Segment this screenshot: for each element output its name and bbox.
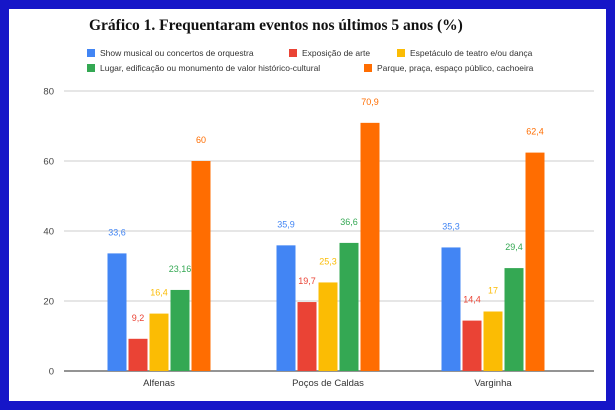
bar <box>276 245 296 371</box>
legend-swatch <box>364 64 372 72</box>
data-labels: 33,6 9,2 16,4 23,16 60 35,9 19,725,3 36,6 70,9 35… <box>108 97 544 323</box>
y-tick-label: 0 <box>49 367 54 378</box>
x-tick-label: Poços de Caldas <box>292 378 364 389</box>
data-label: 16,4 <box>150 288 168 298</box>
bar-chart: Show musical ou concertos de orquestra Ex… <box>43 48 594 390</box>
y-tick-label: 80 <box>43 87 54 98</box>
bar <box>128 338 148 371</box>
legend-swatch <box>87 49 95 57</box>
bar <box>107 253 127 371</box>
data-label: 60 <box>196 135 206 145</box>
data-label: 19,7 <box>298 276 316 286</box>
bar <box>483 311 503 371</box>
legend-label: Parque, praça, espaço público, cachoeira <box>377 63 534 73</box>
bar <box>170 289 190 371</box>
chart-title: Gráfico 1. Frequentaram eventos nos últi… <box>89 17 463 34</box>
bar <box>339 242 359 371</box>
legend-label: Show musical ou concertos de orquestra <box>100 48 254 58</box>
bar <box>525 152 545 371</box>
legend-swatch <box>289 49 297 57</box>
y-tick-label: 60 <box>43 157 54 168</box>
legend-swatch <box>87 64 95 72</box>
bar <box>191 161 211 371</box>
bar <box>318 282 338 371</box>
chart-frame: Gráfico 1. Frequentaram eventos nos últi… <box>9 9 606 401</box>
data-label: 70,9 <box>361 97 379 107</box>
legend-label: Lugar, edificação ou monumento de valor … <box>100 63 320 73</box>
data-label: 9,2 <box>132 313 145 323</box>
data-label: 29,4 <box>505 242 523 252</box>
bars <box>107 122 545 371</box>
data-label: 33,6 <box>108 227 126 237</box>
bar <box>462 320 482 371</box>
bar <box>297 302 317 371</box>
x-tick-label: Varginha <box>474 378 512 389</box>
y-tick-label: 20 <box>43 297 54 308</box>
legend-label: Espetáculo de teatro e/ou dança <box>410 48 533 58</box>
data-label: 25,3 <box>319 256 337 266</box>
x-tick-label: Alfenas <box>143 378 175 389</box>
data-label: 36,6 <box>340 217 358 227</box>
bar <box>441 247 461 371</box>
axis: 0 20 40 60 80 Alfenas Poços de Caldas Varginha <box>43 87 512 390</box>
legend-swatch <box>397 49 405 57</box>
data-label: 23,16 <box>169 264 192 274</box>
bar <box>360 122 380 371</box>
data-label: 14,4 <box>463 295 481 305</box>
data-label: 35,9 <box>277 219 295 229</box>
legend: Show musical ou concertos de orquestra Ex… <box>87 48 534 73</box>
data-label: 17 <box>488 286 498 296</box>
bar <box>504 268 524 371</box>
data-label: 62,4 <box>526 127 544 137</box>
legend-label: Exposição de arte <box>302 48 370 58</box>
bar <box>149 313 169 371</box>
data-label: 35,3 <box>442 221 460 231</box>
y-tick-label: 40 <box>43 227 54 238</box>
